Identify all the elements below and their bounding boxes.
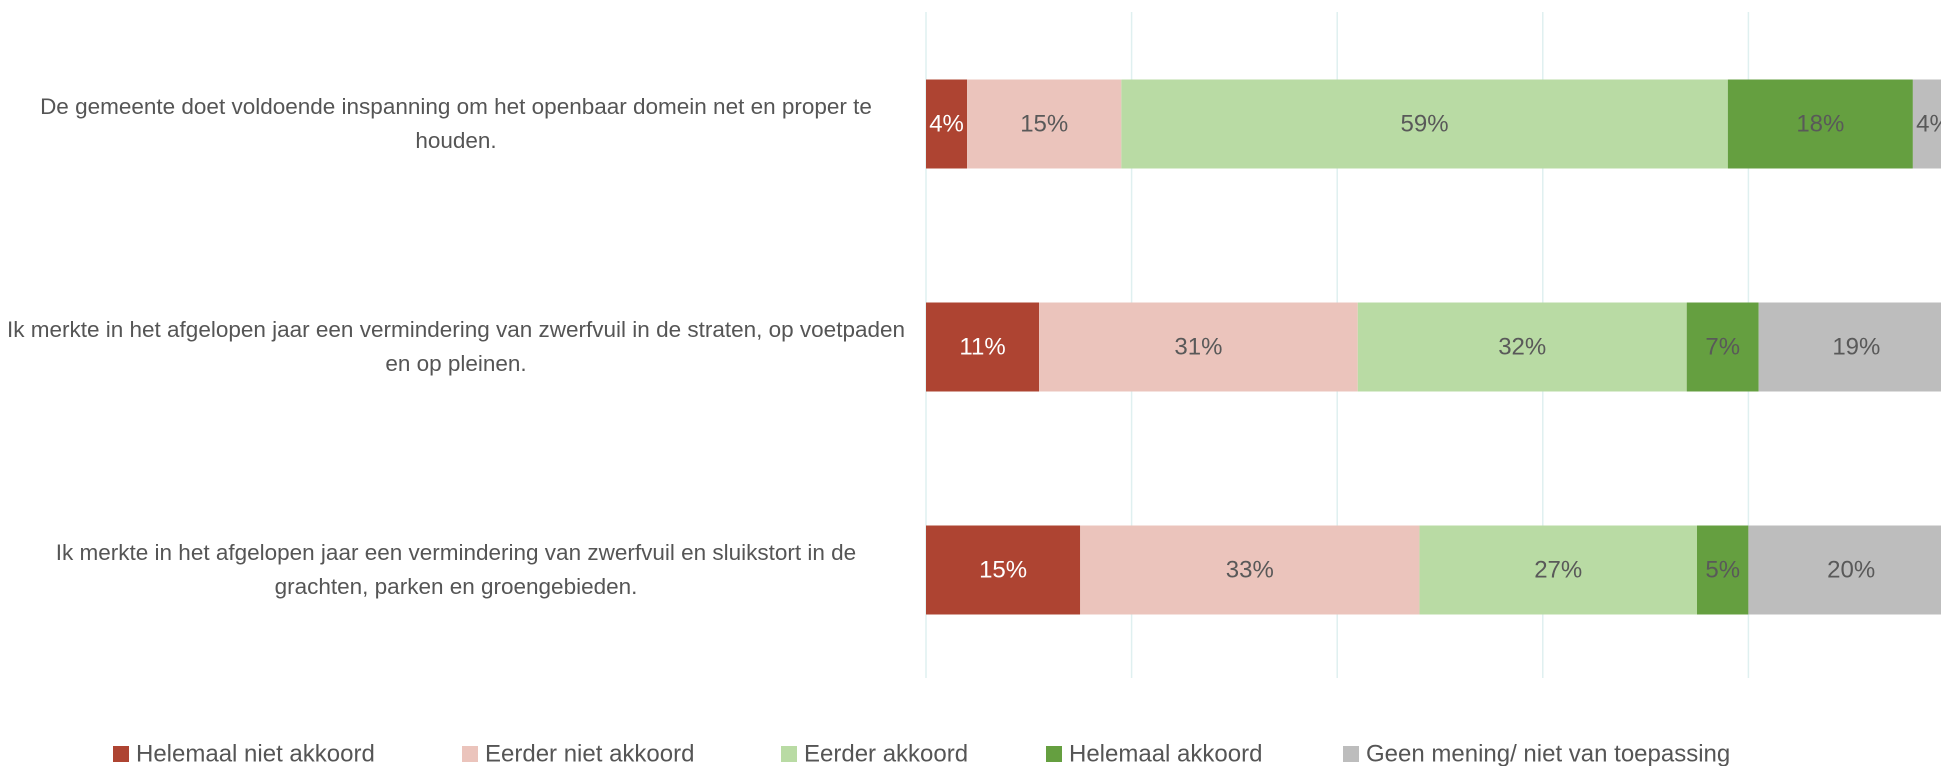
data-label: 32% — [1498, 333, 1546, 360]
bar-segment — [1748, 525, 1941, 615]
data-label: 4% — [1916, 110, 1941, 137]
bar-segment — [926, 302, 1040, 392]
bar-segment — [1912, 79, 1941, 169]
legend-swatch — [781, 746, 797, 762]
data-label: 15% — [1020, 110, 1068, 137]
category-label: Ik merkte in het afgelopen jaar een verm… — [6, 317, 906, 376]
data-label: 4% — [929, 110, 964, 137]
data-label: 20% — [1827, 556, 1875, 583]
legend-label: Helemaal akkoord — [1069, 740, 1262, 766]
legend-label: Helemaal niet akkoord — [136, 740, 375, 766]
bar-segment — [967, 79, 1122, 169]
category-label: De gemeente doet voldoende inspanning om… — [40, 94, 872, 153]
data-label: 5% — [1705, 556, 1740, 583]
bar-segment — [1357, 302, 1687, 392]
bar-segment — [1080, 525, 1420, 615]
legend-swatch — [462, 746, 478, 762]
bar-segment — [1697, 525, 1749, 615]
bar-segment — [1039, 302, 1358, 392]
data-label: 27% — [1534, 556, 1582, 583]
bar-segment — [1419, 525, 1697, 615]
bar-segment — [1758, 302, 1941, 392]
data-label: 19% — [1832, 333, 1880, 360]
data-label: 7% — [1705, 333, 1740, 360]
bar-segment — [1686, 302, 1759, 392]
data-label: 31% — [1174, 333, 1222, 360]
legend-label: Eerder akkoord — [804, 740, 968, 766]
data-label: 18% — [1796, 110, 1844, 137]
bar-segment — [926, 525, 1081, 615]
bar-segment — [926, 79, 968, 169]
bar-segment — [1121, 79, 1728, 169]
data-label: 59% — [1401, 110, 1449, 137]
data-label: 15% — [979, 556, 1027, 583]
legend-label: Eerder niet akkoord — [485, 740, 694, 766]
category-label: Ik merkte in het afgelopen jaar een verm… — [55, 540, 857, 599]
legend-swatch — [1343, 746, 1359, 762]
data-label: 33% — [1226, 556, 1274, 583]
legend-swatch — [1046, 746, 1062, 762]
legend-label: Geen mening/ niet van toepassing — [1366, 740, 1730, 766]
legend-swatch — [113, 746, 129, 762]
bar-segment — [1727, 79, 1913, 169]
data-label: 11% — [959, 333, 1005, 360]
